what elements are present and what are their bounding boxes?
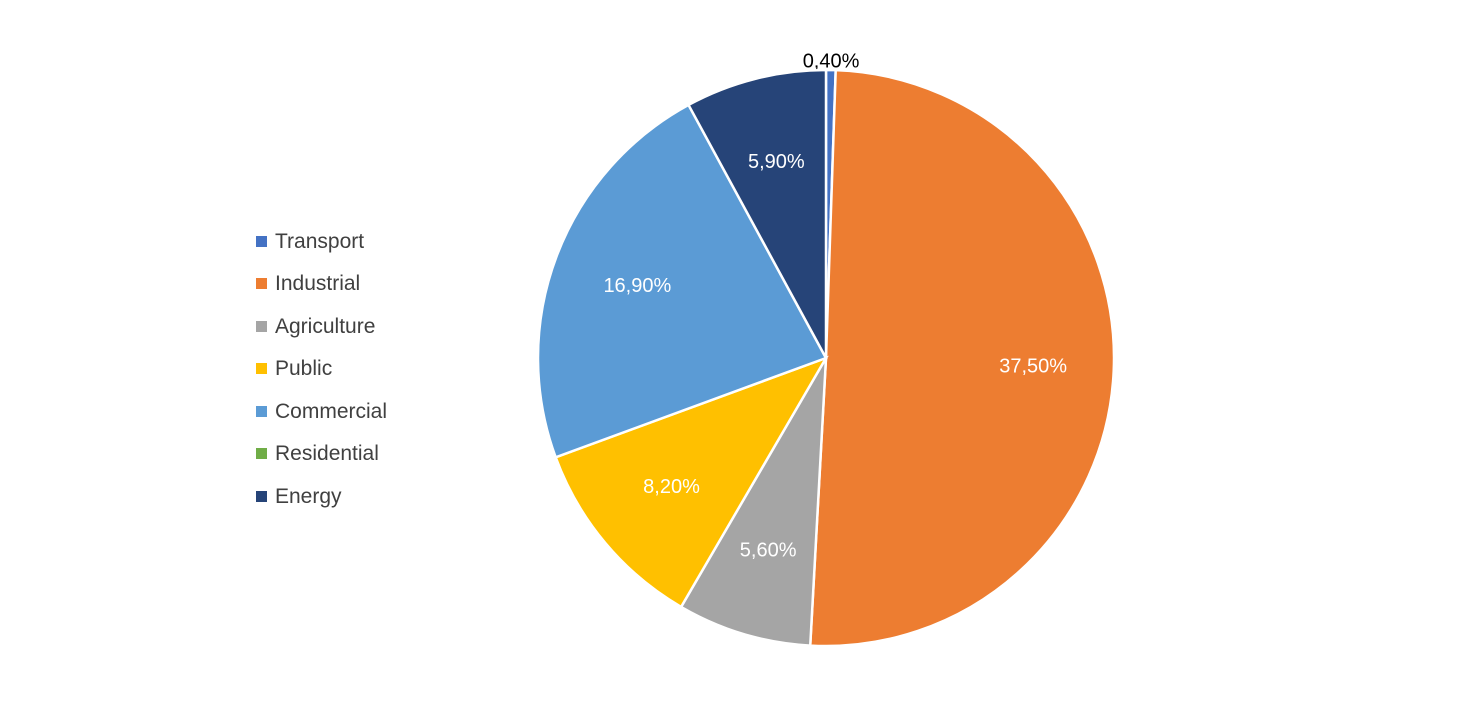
legend-item-public: Public	[256, 348, 387, 391]
pie-slice-commercial	[536, 103, 828, 459]
legend-item-commercial: Commercial	[256, 390, 387, 433]
legend-label-agriculture: Agriculture	[275, 314, 376, 338]
legend-label-residential: Residential	[275, 442, 379, 466]
data-label-agriculture: 5,60%	[740, 539, 797, 561]
legend: Transport Industrial Agriculture Public …	[256, 220, 387, 518]
legend-item-energy: Energy	[256, 475, 387, 518]
legend-swatch-public	[256, 363, 267, 375]
legend-item-agriculture: Agriculture	[256, 305, 387, 348]
legend-label-industrial: Industrial	[275, 272, 361, 296]
data-label-commercial: 16,90%	[603, 275, 671, 297]
legend-item-industrial: Industrial	[256, 263, 387, 306]
legend-label-energy: Energy	[275, 484, 342, 508]
data-label-transport: 0,40%	[803, 50, 860, 72]
legend-swatch-transport	[256, 235, 267, 247]
data-label-industrial: 37,50%	[999, 355, 1067, 377]
legend-label-transport: Transport	[275, 229, 365, 253]
legend-swatch-agriculture	[256, 320, 267, 332]
data-label-public: 8,20%	[643, 476, 700, 498]
legend-label-commercial: Commercial	[275, 399, 388, 423]
legend-swatch-commercial	[256, 405, 267, 417]
legend-item-residential: Residential	[256, 433, 387, 476]
pie-slice-agriculture	[679, 357, 828, 647]
legend-label-public: Public	[275, 357, 333, 381]
pie-slice-industrial	[808, 68, 1116, 648]
legend-swatch-energy	[256, 490, 267, 502]
legend-swatch-residential	[256, 448, 267, 460]
legend-item-transport: Transport	[256, 220, 387, 263]
data-label-energy: 5,90%	[748, 151, 805, 173]
pie-slice-public	[554, 355, 829, 609]
legend-swatch-industrial	[256, 278, 267, 290]
pie-slice-energy	[686, 68, 828, 359]
